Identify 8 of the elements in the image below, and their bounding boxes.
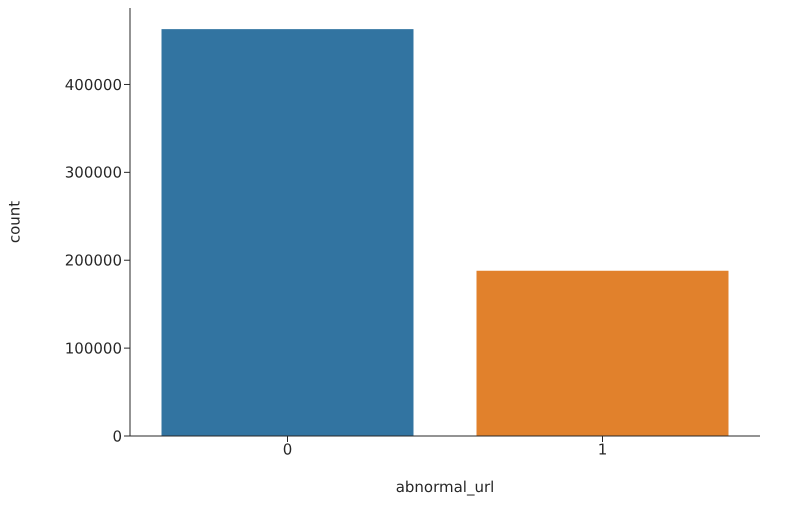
- y-axis-title: count: [5, 200, 24, 244]
- y-tick-label: 0: [112, 427, 122, 446]
- y-tick-label: 200000: [64, 252, 122, 270]
- y-tick-label: 300000: [64, 164, 122, 182]
- x-axis-title: abnormal_url: [396, 478, 494, 496]
- y-tick-label: 400000: [64, 76, 122, 94]
- y-tick-label: 100000: [64, 339, 122, 358]
- x-tick-label: 1: [598, 440, 608, 459]
